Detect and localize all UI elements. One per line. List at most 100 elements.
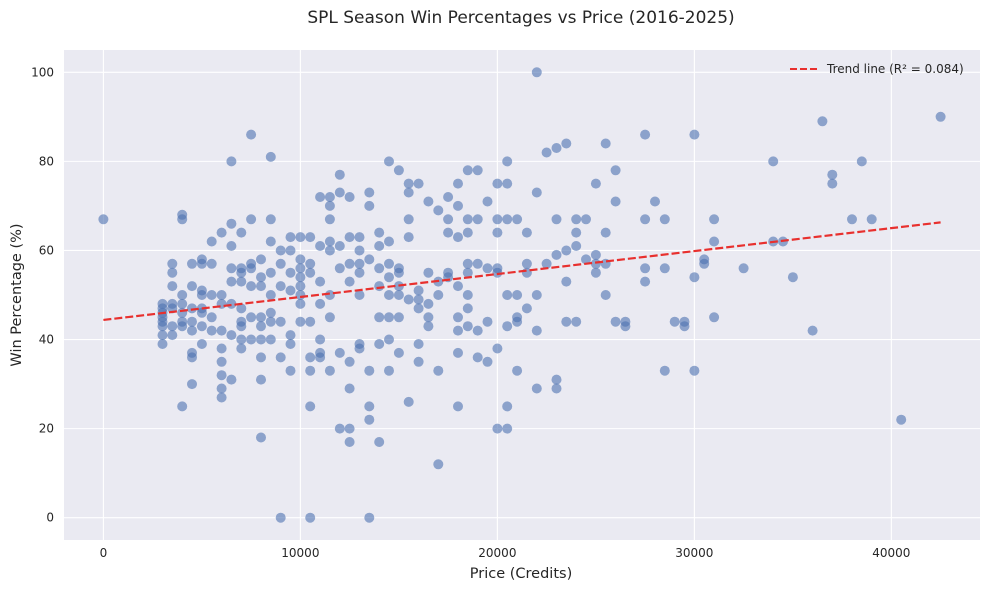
data-point [157, 298, 168, 309]
data-point [167, 321, 178, 332]
data-point [246, 214, 257, 225]
data-point [305, 512, 316, 523]
data-point [344, 437, 355, 447]
data-point [423, 321, 434, 332]
data-point [433, 290, 444, 300]
data-point [236, 343, 247, 354]
data-point [305, 352, 316, 363]
x-tick-label: 30000 [675, 546, 713, 560]
legend-trend-label: Trend line (R² = 0.084) [826, 62, 964, 76]
data-point [187, 258, 197, 269]
data-point [453, 200, 463, 211]
x-tick-label: 10000 [281, 546, 319, 560]
chart-title: SPL Season Win Percentages vs Price (201… [307, 8, 734, 28]
data-point [403, 232, 414, 243]
data-point [502, 401, 513, 412]
data-point [226, 218, 237, 229]
data-point [256, 281, 266, 292]
data-point [324, 236, 335, 247]
data-point [541, 147, 552, 158]
data-point [354, 232, 365, 243]
data-point [344, 356, 355, 367]
data-point [433, 205, 444, 216]
data-point [541, 258, 552, 269]
data-point [167, 258, 178, 269]
data-point [502, 178, 513, 189]
data-point [472, 352, 483, 363]
data-point [531, 187, 542, 198]
data-point [423, 312, 434, 323]
data-point [216, 290, 227, 300]
data-point [216, 325, 227, 336]
data-point [581, 214, 591, 225]
data-point [374, 281, 385, 292]
data-point [364, 401, 375, 412]
data-point [384, 236, 394, 247]
data-point [443, 227, 454, 238]
data-point [157, 330, 168, 341]
data-point [167, 330, 178, 341]
data-point [187, 316, 197, 327]
data-point [423, 196, 434, 207]
data-point [265, 151, 276, 162]
data-point [531, 290, 542, 300]
y-tick-label: 60 [39, 243, 54, 257]
data-point [167, 281, 178, 292]
data-point [551, 383, 562, 394]
data-point [295, 298, 306, 309]
data-point [256, 334, 266, 345]
data-point [768, 156, 779, 167]
data-point [610, 196, 621, 207]
data-point [305, 365, 316, 376]
data-point [374, 437, 385, 447]
data-point [324, 245, 335, 256]
data-point [246, 312, 257, 323]
data-point [443, 214, 454, 225]
data-point [324, 200, 335, 211]
data-point [265, 214, 276, 225]
data-point [738, 263, 749, 274]
y-axis-ticks: 0 20 40 60 80 100 [31, 65, 54, 524]
data-point [177, 316, 188, 327]
data-point [196, 321, 207, 332]
trend-line [103, 221, 941, 322]
data-point [492, 214, 503, 225]
data-point [364, 414, 375, 425]
data-point [285, 330, 296, 341]
data-point [561, 316, 572, 327]
data-point [256, 254, 266, 265]
data-point [226, 276, 237, 287]
data-point [453, 178, 463, 189]
data-point [187, 325, 197, 336]
data-point [216, 370, 227, 381]
data-point [659, 263, 670, 274]
data-point [334, 347, 345, 358]
data-point [206, 236, 217, 247]
data-point [551, 143, 562, 153]
data-point [236, 334, 247, 345]
data-point [344, 258, 355, 269]
data-point [285, 339, 296, 349]
data-point [226, 156, 237, 167]
data-point [344, 383, 355, 394]
data-point [167, 267, 178, 278]
data-point [709, 214, 720, 225]
data-point [275, 352, 286, 363]
data-point [98, 214, 109, 225]
data-point [305, 316, 316, 327]
data-point [315, 241, 326, 251]
data-point [374, 339, 385, 349]
data-point [196, 285, 207, 296]
data-point [354, 339, 365, 349]
data-point [167, 298, 178, 309]
gridlines [64, 50, 980, 540]
data-point [482, 356, 493, 367]
data-point [285, 365, 296, 376]
data-point [512, 290, 523, 300]
data-point [246, 258, 257, 269]
data-point [344, 192, 355, 202]
data-point [482, 263, 493, 274]
data-point [453, 232, 463, 243]
data-point [413, 339, 424, 349]
data-point [640, 263, 651, 274]
